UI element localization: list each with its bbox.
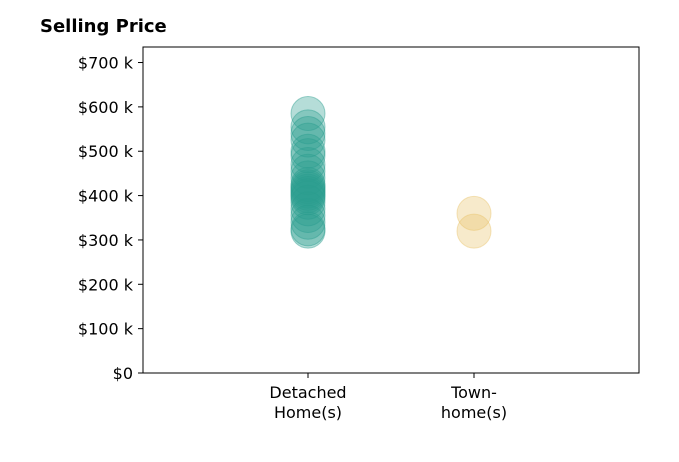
data-point — [290, 213, 326, 249]
y-tick-label: $700 k — [78, 54, 134, 73]
data-point — [290, 160, 326, 196]
data-point — [290, 169, 326, 205]
data-point — [290, 211, 326, 247]
data-point — [290, 184, 326, 220]
y-tick-label: $100 k — [78, 320, 134, 339]
data-points — [290, 96, 492, 249]
data-point — [290, 175, 326, 211]
y-tick-label: $0 — [113, 364, 133, 383]
x-tick-label: Detached Home(s) — [269, 383, 346, 422]
data-point — [290, 173, 326, 209]
data-point — [290, 138, 326, 174]
data-point — [290, 153, 326, 189]
y-tick-label: $300 k — [78, 231, 134, 250]
data-point — [290, 191, 326, 227]
data-point — [290, 204, 326, 240]
plot-frame — [142, 46, 640, 374]
data-point — [456, 195, 492, 231]
data-point — [290, 147, 326, 183]
data-point — [290, 109, 326, 145]
x-tick-label: Town-home(s) — [441, 383, 507, 422]
y-tick-label: $400 k — [78, 187, 134, 206]
y-tick-label: $600 k — [78, 98, 134, 117]
data-point — [290, 171, 326, 207]
y-tick-label: $200 k — [78, 275, 134, 294]
chart-title: Selling Price — [40, 16, 167, 37]
data-point — [290, 180, 326, 216]
y-axis: $0 $100 k $200 k $300 k $400 k $500 k $600 k $7… — [78, 54, 143, 383]
data-point — [290, 198, 326, 234]
x-axis: Detached Home(s) Town-home(s) — [269, 373, 507, 422]
data-point — [290, 96, 326, 132]
data-point — [290, 122, 326, 158]
data-point — [290, 178, 326, 214]
data-point — [290, 115, 326, 151]
data-point — [456, 213, 492, 249]
data-point — [290, 133, 326, 169]
y-tick-label: $500 k — [78, 142, 134, 161]
data-point — [290, 166, 326, 202]
